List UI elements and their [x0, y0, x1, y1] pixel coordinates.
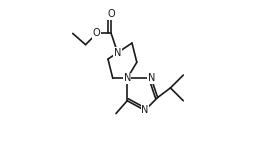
Text: N: N [148, 73, 155, 83]
Text: N: N [114, 48, 121, 58]
Text: O: O [93, 28, 101, 38]
Text: O: O [107, 9, 115, 19]
Text: N: N [141, 105, 149, 115]
Text: N: N [124, 73, 131, 83]
